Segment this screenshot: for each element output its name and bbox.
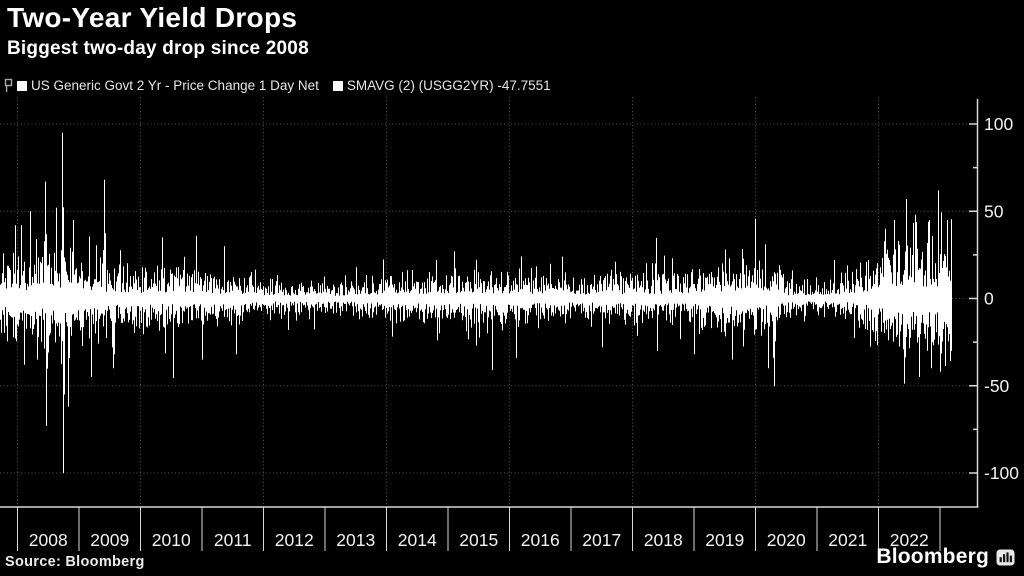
year-label: 2017 bbox=[582, 530, 621, 550]
chart-legend: US Generic Govt 2 Yr - Price Change 1 Da… bbox=[2, 78, 565, 93]
bloomberg-wordmark: Bloomberg bbox=[876, 545, 989, 568]
year-label: 2019 bbox=[705, 530, 744, 550]
legend-item-smavg: SMAVG (2) (USGG2YR) -47.7551 bbox=[332, 78, 551, 93]
bars-path bbox=[0, 132, 952, 473]
year-label: 2018 bbox=[644, 530, 683, 550]
y-tick-label: 0 bbox=[984, 289, 994, 309]
y-tick-label: 50 bbox=[984, 201, 1004, 221]
page-subtitle: Biggest two-day drop since 2008 bbox=[7, 38, 309, 59]
year-label: 2008 bbox=[29, 530, 68, 550]
year-label: 2015 bbox=[459, 530, 498, 550]
bloomberg-logo: Bloomberg bbox=[876, 545, 1015, 569]
source-credit: Source: Bloomberg bbox=[5, 554, 145, 570]
legend-swatch-icon bbox=[332, 80, 343, 91]
year-label: 2020 bbox=[767, 530, 806, 550]
y-tick-label: 100 bbox=[984, 114, 1013, 134]
year-label: 2009 bbox=[90, 530, 129, 550]
legend-swatch-icon bbox=[17, 80, 27, 91]
year-label: 2012 bbox=[275, 530, 314, 550]
year-label: 2010 bbox=[152, 530, 191, 550]
track-pin-icon bbox=[4, 78, 13, 92]
year-label: 2022 bbox=[890, 530, 929, 550]
year-label: 2016 bbox=[521, 530, 560, 550]
legend-label: SMAVG (2) (USGG2YR) -47.7551 bbox=[346, 78, 551, 93]
year-label: 2013 bbox=[336, 530, 375, 550]
year-label: 2011 bbox=[214, 530, 252, 550]
year-label: 2021 bbox=[828, 530, 867, 550]
bloomberg-chart-icon bbox=[996, 549, 1015, 565]
page-title: Two-Year Yield Drops bbox=[7, 2, 298, 33]
legend-label: US Generic Govt 2 Yr - Price Change 1 Da… bbox=[31, 78, 319, 93]
y-tick-label: -50 bbox=[984, 376, 1010, 396]
year-label: 2014 bbox=[398, 530, 437, 550]
legend-item-price-change: US Generic Govt 2 Yr - Price Change 1 Da… bbox=[17, 78, 319, 93]
y-tick-label: -100 bbox=[984, 463, 1019, 483]
